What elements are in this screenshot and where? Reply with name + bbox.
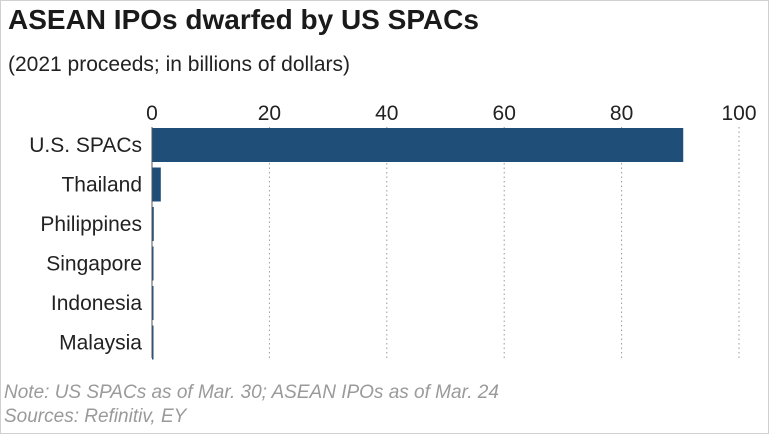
- category-label: Philippines: [40, 213, 142, 236]
- bar: [152, 325, 154, 360]
- bar: [152, 128, 684, 162]
- chart-sources: Sources: Refinitiv, EY: [4, 406, 187, 427]
- category-label: Thailand: [61, 174, 142, 197]
- bar-chart: 0 20 40 60 80 100 U.S. SPACs Thailand Philippine…: [29, 102, 757, 360]
- x-tick-label: 20: [258, 102, 281, 125]
- x-tick-label: 40: [375, 102, 398, 125]
- bar: [152, 286, 154, 320]
- bar: [152, 167, 161, 202]
- x-tick-label: 80: [610, 102, 633, 125]
- x-tick-label: 60: [493, 102, 516, 125]
- category-label: Singapore: [46, 253, 142, 276]
- category-label: Malaysia: [59, 332, 142, 355]
- x-tick-label: 100: [721, 102, 756, 125]
- bar: [152, 246, 154, 281]
- chart-title: ASEAN IPOs dwarfed by US SPACs: [8, 4, 479, 35]
- chart-subtitle: (2021 proceeds; in billions of dollars): [8, 53, 351, 76]
- category-label: Indonesia: [51, 292, 142, 315]
- chart-note: Note: US SPACs as of Mar. 30; ASEAN IPOs…: [4, 382, 499, 403]
- bar: [152, 207, 154, 241]
- category-label: U.S. SPACs: [29, 134, 142, 157]
- x-tick-label: 0: [146, 102, 158, 125]
